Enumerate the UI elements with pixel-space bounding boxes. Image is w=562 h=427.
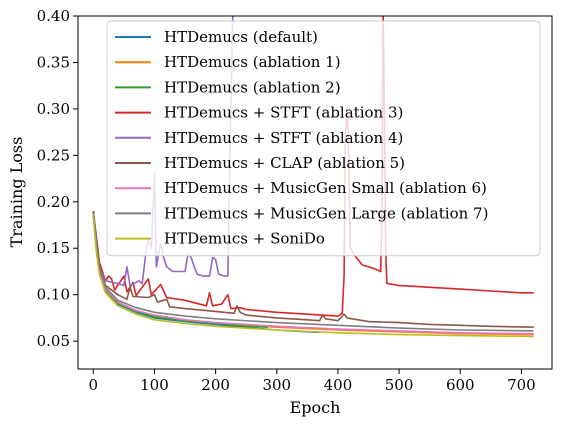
y-tick-label: 0.10 bbox=[37, 286, 70, 304]
y-tick-label: 0.05 bbox=[37, 332, 70, 350]
legend-box bbox=[106, 20, 541, 257]
x-tick-label: 500 bbox=[385, 376, 414, 394]
legend-label: HTDemucs + MusicGen Small (ablation 6) bbox=[164, 179, 487, 197]
x-tick-label: 300 bbox=[262, 376, 291, 394]
y-axis: 0.05 0.10 0.15 0.20 0.25 0.30 0.35 0.40 bbox=[37, 7, 78, 350]
series-line-8 bbox=[92, 212, 534, 332]
y-tick-label: 0.30 bbox=[37, 100, 70, 118]
legend-label: HTDemucs + CLAP (ablation 5) bbox=[164, 154, 405, 172]
plot-frame bbox=[77, 15, 553, 370]
legend-label: HTDemucs (ablation 2) bbox=[164, 78, 341, 96]
x-tick-label: 700 bbox=[507, 376, 536, 394]
x-tick-label: 100 bbox=[140, 376, 169, 394]
legend-label: HTDemucs (default) bbox=[164, 28, 318, 46]
x-axis-label: Epoch bbox=[290, 398, 341, 417]
y-tick-label: 0.40 bbox=[37, 7, 70, 25]
y-tick-label: 0.35 bbox=[37, 53, 70, 71]
y-tick-label: 0.20 bbox=[37, 193, 70, 211]
x-tick-label: 0 bbox=[89, 376, 99, 394]
legend-label: HTDemucs + MusicGen Large (ablation 7) bbox=[164, 204, 488, 222]
legend-label: HTDemucs + STFT (ablation 3) bbox=[164, 104, 403, 122]
y-tick-label: 0.25 bbox=[37, 146, 70, 164]
series-line-6 bbox=[92, 211, 534, 328]
x-axis: 0 100 200 300 400 500 600 700 bbox=[89, 369, 536, 394]
y-tick-label: 0.15 bbox=[37, 239, 70, 257]
y-axis-label: Training Loss bbox=[7, 137, 26, 248]
x-tick-label: 400 bbox=[324, 376, 353, 394]
series-layer bbox=[92, 16, 534, 338]
legend: HTDemucs (default) HTDemucs (ablation 1) H… bbox=[106, 20, 541, 257]
series-line-5 bbox=[92, 16, 234, 287]
series-line-9 bbox=[92, 214, 534, 338]
legend-label: HTDemucs + STFT (ablation 4) bbox=[164, 129, 403, 147]
legend-label: HTDemucs (ablation 1) bbox=[164, 53, 341, 71]
x-tick-label: 600 bbox=[446, 376, 475, 394]
legend-label: HTDemucs + SoniDo bbox=[164, 230, 325, 248]
x-tick-label: 200 bbox=[201, 376, 230, 394]
